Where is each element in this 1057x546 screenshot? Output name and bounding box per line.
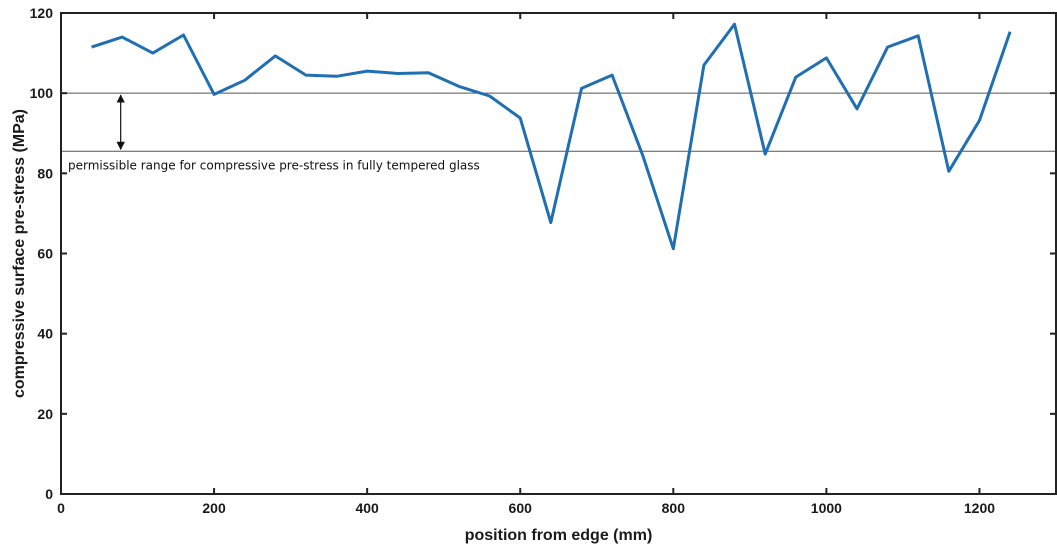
series-line: [91, 22, 1012, 251]
annotation-text: permissible range for compressive pre-st…: [68, 158, 480, 172]
y-tick-label: 60: [37, 246, 53, 262]
reference-lines: [61, 92, 1056, 152]
x-tick-label: 200: [202, 500, 226, 516]
axes: 0 200 400 600 800 1000 1200 0 20 40 60 80 100 120: [30, 5, 1057, 516]
x-axis-title: position from edge (mm): [465, 527, 653, 544]
annotation-layer: permissible range for compressive pre-st…: [68, 94, 480, 172]
y-axis-title: compressive surface pre-stress (MPa): [11, 109, 28, 398]
y-tick-label: 80: [37, 165, 53, 181]
x-tick-label: 1200: [964, 500, 995, 516]
y-tick-label: 120: [30, 5, 54, 21]
y-tick-label: 0: [45, 486, 53, 502]
x-tick-label: 800: [662, 500, 686, 516]
y-tick-label: 40: [37, 326, 53, 342]
y-tick-label: 20: [37, 406, 53, 422]
y-tick-label: 100: [30, 85, 54, 101]
x-tick-label: 0: [57, 500, 65, 516]
x-tick-label: 400: [355, 500, 379, 516]
x-tick-label: 600: [509, 500, 533, 516]
series-layer: [91, 22, 1012, 251]
x-tick-label: 1000: [811, 500, 842, 516]
